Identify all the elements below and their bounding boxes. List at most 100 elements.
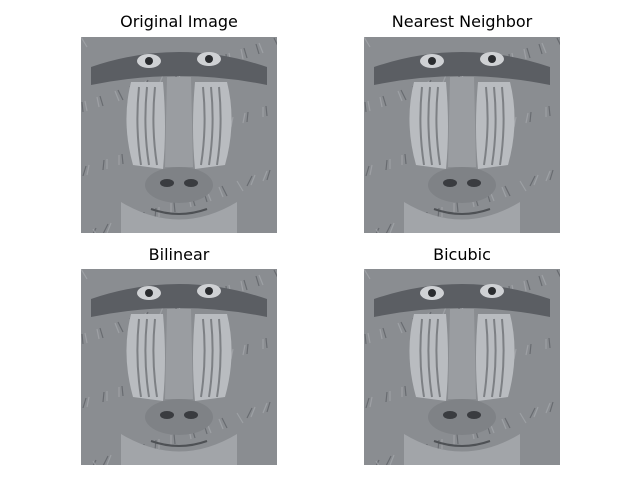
fur-strand — [382, 95, 387, 107]
brow-band — [91, 52, 267, 85]
fur-strand — [81, 101, 84, 113]
fur-strand — [121, 153, 124, 165]
fur-strand — [236, 180, 244, 192]
fur-strand — [265, 337, 268, 349]
mandrill-image — [81, 269, 277, 465]
fur-strand — [365, 165, 370, 177]
cheek-groove — [200, 86, 206, 166]
nose-bridge — [165, 309, 193, 399]
fur-strand — [82, 165, 87, 177]
fur-strand — [541, 42, 547, 54]
fur-strand — [367, 332, 371, 344]
muzzle — [428, 167, 496, 203]
nose-bridge — [448, 309, 476, 399]
fur-strand — [102, 391, 105, 403]
fur-strand — [504, 417, 511, 429]
cheek-groove — [136, 318, 142, 398]
left-nostril — [160, 179, 174, 187]
fur-strand — [246, 175, 253, 187]
fur-strand — [382, 327, 387, 339]
left-nostril — [160, 411, 174, 419]
fur-strand — [92, 228, 97, 233]
panel-title: Bicubic — [433, 245, 491, 264]
fur-strand — [262, 170, 268, 182]
mandrill-face-drawing — [81, 37, 277, 233]
fur-strand — [121, 385, 124, 397]
fur-strand — [364, 101, 367, 113]
cheek-groove — [491, 86, 497, 166]
fur-strand — [102, 455, 109, 465]
cheek-groove — [483, 86, 489, 166]
fur-strand — [364, 37, 371, 48]
fur-strand — [99, 95, 104, 107]
fur-strand — [246, 111, 249, 123]
fur-strand — [501, 418, 507, 430]
brow-band — [374, 284, 550, 317]
fur-strand — [404, 153, 407, 165]
right-pupil — [488, 55, 496, 63]
fur-strand — [456, 433, 459, 445]
muzzle — [145, 167, 213, 203]
fur-strand — [173, 433, 176, 445]
fur-strand — [523, 48, 527, 60]
fur-strand — [556, 37, 560, 46]
fur-strand — [548, 337, 551, 349]
fur-strand — [81, 37, 88, 48]
brow-band — [91, 284, 267, 317]
cheek-groove — [216, 318, 222, 398]
fur-strand — [525, 344, 529, 356]
fur-strand — [92, 227, 97, 233]
nose-bridge — [448, 77, 476, 167]
mandrill-face-drawing — [364, 37, 560, 233]
left-pupil — [428, 57, 436, 65]
fur-strand — [538, 43, 543, 55]
fur-strand — [545, 402, 551, 414]
fur-strand — [549, 169, 554, 181]
brow-band — [374, 52, 550, 85]
fur-strand — [255, 275, 260, 287]
fur-strand — [258, 42, 264, 54]
cheek-groove — [152, 86, 158, 166]
fur-strand — [375, 459, 380, 465]
fur-strand — [96, 96, 100, 108]
fur-strand — [114, 322, 120, 334]
right-pupil — [205, 287, 213, 295]
fur-strand — [375, 460, 380, 465]
cheek-groove — [208, 86, 214, 166]
fur-strand — [397, 90, 403, 102]
mandrill-image — [364, 269, 560, 465]
fur-strand — [367, 100, 371, 112]
fur-strand — [242, 112, 246, 124]
fur-strand — [240, 48, 244, 60]
beard — [404, 434, 520, 465]
cheek-groove — [208, 318, 214, 398]
cheek-groove — [419, 318, 425, 398]
cheek-groove — [427, 318, 433, 398]
beard — [121, 202, 237, 233]
fur-strand — [404, 385, 407, 397]
fur-strand — [523, 280, 527, 292]
fur-strand — [273, 269, 277, 278]
fur-strand — [92, 459, 97, 465]
mouth — [150, 208, 208, 215]
fur-strand — [218, 418, 224, 430]
fur-strand — [400, 89, 407, 101]
fur-strand — [456, 201, 459, 213]
fur-strand — [375, 228, 380, 233]
mandrill-face-drawing — [364, 269, 560, 465]
right-nostril — [467, 411, 481, 419]
fur-strand — [389, 454, 395, 465]
fur-strand — [255, 43, 260, 55]
panel-title: Nearest Neighbor — [391, 12, 533, 31]
fur-strand — [519, 412, 527, 424]
cheek-groove — [499, 86, 505, 166]
cheek-groove — [144, 86, 150, 166]
cheek-groove — [435, 318, 441, 398]
left-pupil — [428, 289, 436, 297]
fur-strand — [218, 186, 224, 198]
right-pupil — [205, 55, 213, 63]
fur-strand — [243, 47, 248, 59]
fur-strand — [504, 185, 511, 197]
fur-strand — [246, 407, 253, 419]
fur-strand — [379, 328, 383, 340]
